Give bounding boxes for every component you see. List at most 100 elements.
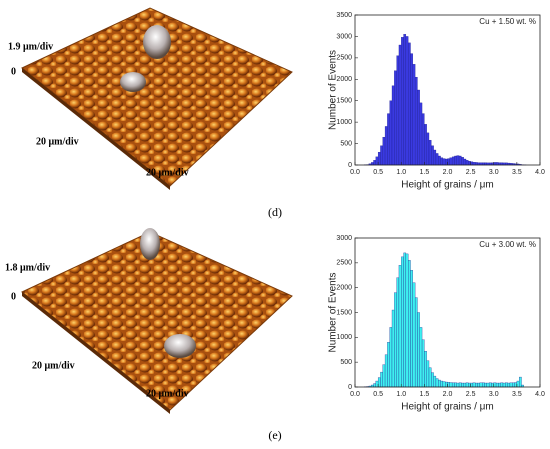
bar — [405, 36, 409, 166]
bar — [421, 113, 425, 166]
bar — [449, 382, 453, 388]
bar — [394, 70, 397, 166]
bar — [396, 277, 400, 388]
bar — [382, 364, 386, 388]
bar — [412, 282, 416, 388]
annotation: Cu + 3.00 wt. % — [479, 240, 536, 249]
bar — [486, 382, 490, 388]
bar — [414, 297, 418, 388]
x-tick-label: 2.5 — [466, 391, 476, 398]
x-tick-label: 1.0 — [396, 391, 406, 398]
bar — [403, 252, 407, 388]
bar — [477, 382, 481, 388]
bar — [403, 34, 407, 166]
y-tick-label: 0 — [348, 384, 352, 391]
bar — [500, 382, 504, 388]
y-tick-label: 500 — [340, 140, 352, 147]
bar — [377, 377, 381, 388]
x-tick-label: 3.0 — [489, 169, 499, 176]
bar — [475, 382, 478, 388]
bar — [380, 145, 383, 166]
y-tick-label: 0 — [348, 162, 352, 169]
bar — [412, 64, 416, 166]
bar — [491, 382, 494, 388]
bar — [438, 155, 441, 166]
bar — [421, 339, 425, 388]
bar — [458, 155, 462, 166]
bar — [387, 342, 390, 388]
bar — [426, 360, 430, 388]
x-axis-label: Height of grains / μm — [401, 180, 493, 191]
y-axis-label: Number of Events — [328, 272, 339, 352]
x-tick-label: 2.5 — [466, 169, 476, 176]
bar — [389, 327, 393, 388]
bar — [373, 383, 376, 388]
bar — [505, 382, 508, 388]
y-tick-label: 1000 — [336, 334, 352, 341]
y-scale: 20 μm/div — [146, 388, 189, 399]
y-tick-label: 3500 — [336, 12, 352, 19]
bar — [419, 327, 423, 388]
bar — [447, 382, 450, 388]
x-tick-label: 1.5 — [420, 169, 430, 176]
bar — [440, 380, 444, 388]
z-scale: 1.9 μm/div — [8, 41, 53, 52]
bar — [519, 376, 522, 388]
x-tick-label: 3.5 — [512, 169, 522, 176]
bar — [488, 382, 492, 388]
x-tick-label: 1.5 — [420, 391, 430, 398]
bar — [512, 382, 515, 388]
bar — [428, 139, 432, 166]
z-zero: 0 — [11, 66, 16, 77]
bar — [442, 381, 446, 388]
bar — [502, 382, 506, 388]
x-scale: 20 μm/div — [32, 360, 75, 371]
bar — [384, 126, 388, 166]
bar — [451, 156, 455, 166]
panel-label: (d) — [268, 205, 282, 219]
x-tick-label: 4.0 — [535, 391, 545, 398]
bar — [454, 382, 457, 388]
bar — [438, 379, 441, 388]
x-tick-label: 2.0 — [443, 391, 453, 398]
bar — [373, 160, 376, 166]
bar — [424, 124, 427, 166]
y-tick-label: 2500 — [336, 55, 352, 62]
x-tick-label: 0.5 — [373, 169, 383, 176]
afm-image — [21, 7, 293, 190]
annotation: Cu + 1.50 wt. % — [479, 17, 536, 26]
bar — [435, 153, 439, 166]
bar — [456, 155, 460, 166]
bar — [398, 44, 402, 166]
bar — [440, 157, 444, 166]
z-zero: 0 — [11, 291, 16, 302]
bar — [442, 158, 446, 166]
bar — [433, 149, 437, 166]
x-tick-label: 0.0 — [350, 169, 360, 176]
bar — [428, 367, 432, 388]
bar — [414, 76, 418, 166]
bar — [507, 382, 511, 388]
bar — [380, 371, 383, 388]
x-tick-label: 2.0 — [443, 169, 453, 176]
bar — [401, 37, 404, 166]
bar — [387, 113, 390, 166]
bar — [447, 158, 450, 166]
y-axis-label: Number of Events — [328, 50, 339, 130]
y-tick-label: 2000 — [336, 285, 352, 292]
bar — [405, 253, 409, 388]
bar — [375, 156, 379, 166]
bar — [396, 55, 400, 166]
bar — [479, 382, 483, 388]
bar — [435, 378, 439, 388]
bar — [408, 260, 411, 388]
bar — [461, 382, 464, 388]
bar — [419, 102, 423, 166]
bar — [410, 270, 413, 388]
bar — [398, 265, 402, 388]
bar — [408, 42, 411, 166]
bar — [468, 160, 471, 166]
bar — [375, 380, 379, 388]
x-tick-label: 0.5 — [373, 391, 383, 398]
